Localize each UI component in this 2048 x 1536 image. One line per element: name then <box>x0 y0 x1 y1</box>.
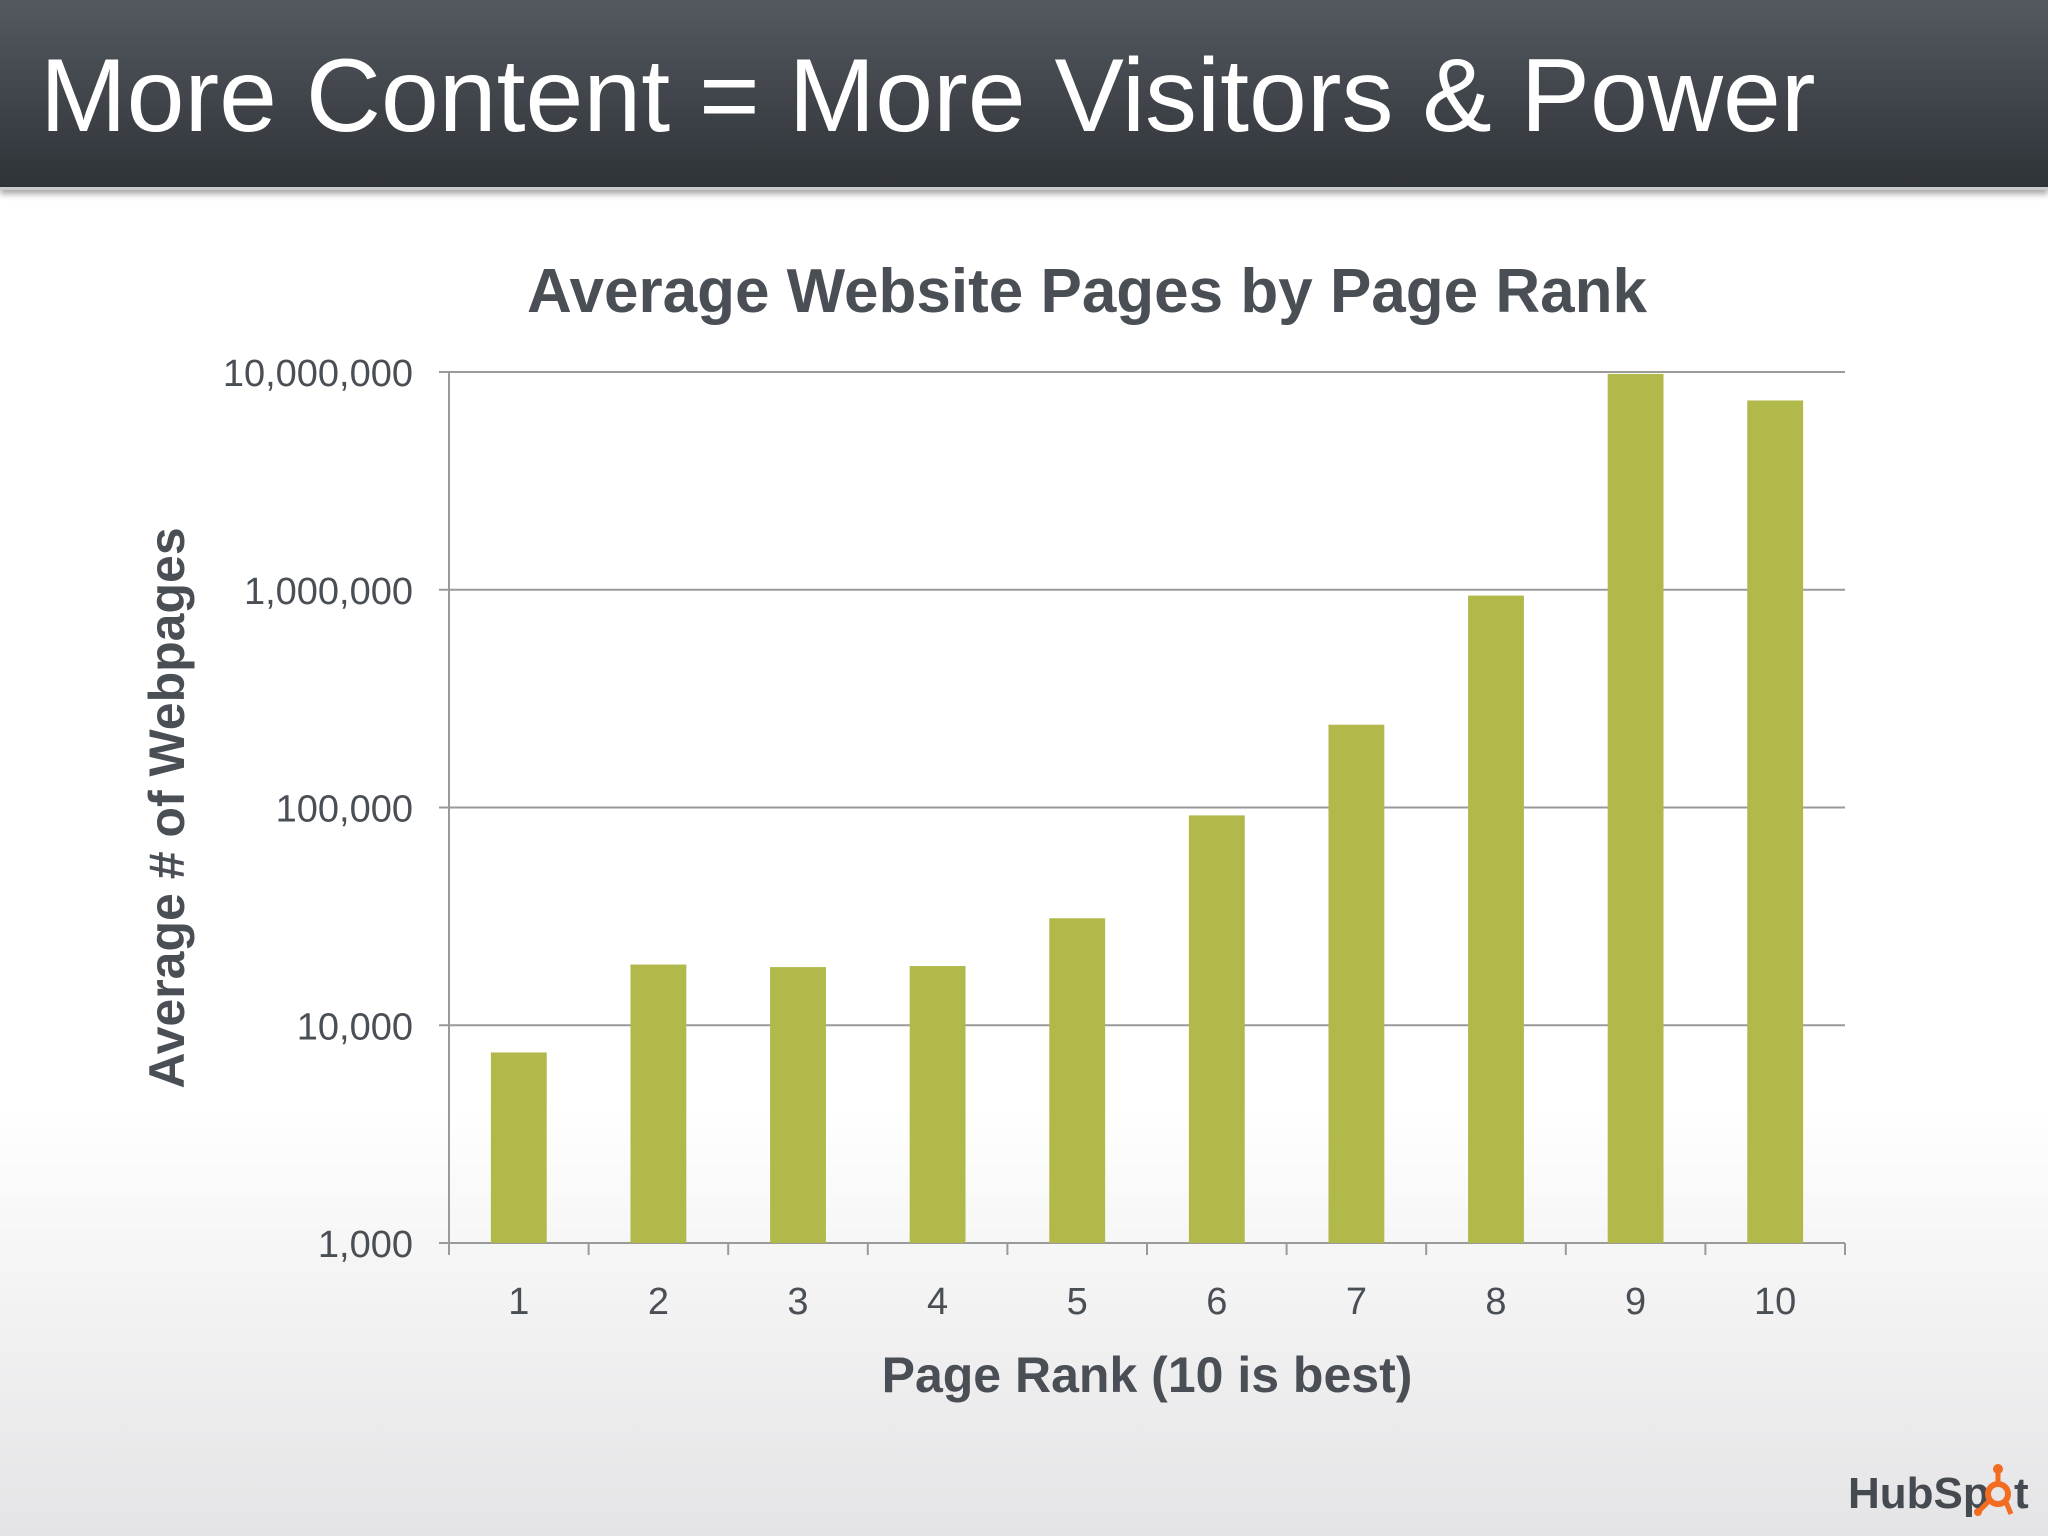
x-tick-label: 3 <box>787 1281 808 1323</box>
x-tick-label: 8 <box>1485 1281 1506 1323</box>
svg-text:t: t <box>2014 1469 2029 1518</box>
bar-rank-6 <box>1188 815 1245 1243</box>
logo-text: HubSp <box>1848 1469 1990 1518</box>
bar-rank-8 <box>1468 595 1524 1243</box>
bar-rank-4 <box>909 966 966 1243</box>
x-tick-label: 9 <box>1625 1281 1646 1323</box>
x-tick-label: 7 <box>1346 1281 1367 1323</box>
sprocket-icon <box>1974 1464 2014 1516</box>
y-tick-label: 1,000,000 <box>244 571 413 613</box>
y-tick-label: 1,000 <box>318 1224 413 1266</box>
y-tick-label: 100,000 <box>276 789 413 831</box>
x-tick-label: 10 <box>1754 1281 1796 1323</box>
bar-rank-10 <box>1747 400 1804 1243</box>
bar-rank-2 <box>630 964 687 1243</box>
bar-rank-1 <box>490 1052 547 1243</box>
bar-rank-7 <box>1328 724 1385 1243</box>
y-tick-label: 10,000,000 <box>223 353 413 395</box>
bar-rank-3 <box>770 967 826 1243</box>
hubspot-logo: HubSp t <box>1848 1464 2029 1518</box>
chart-title: Average Website Pages by Page Rank <box>527 257 1647 326</box>
x-axis-title: Page Rank (10 is best) <box>882 1347 1413 1403</box>
bar-rank-5 <box>1049 918 1106 1243</box>
slide-title: More Content = More Visitors & Power <box>40 38 1816 154</box>
y-tick-label: 10,000 <box>297 1006 413 1048</box>
bar-rank-9 <box>1607 373 1664 1243</box>
x-tick-label: 5 <box>1067 1281 1088 1323</box>
x-tick-label: 1 <box>508 1281 529 1323</box>
y-axis-title: Average # of Webpages <box>139 527 195 1088</box>
x-tick-label: 6 <box>1206 1281 1227 1323</box>
title-bar: More Content = More Visitors & Power <box>0 0 2048 190</box>
x-tick-label: 4 <box>927 1281 948 1323</box>
x-tick-label: 2 <box>648 1281 669 1323</box>
